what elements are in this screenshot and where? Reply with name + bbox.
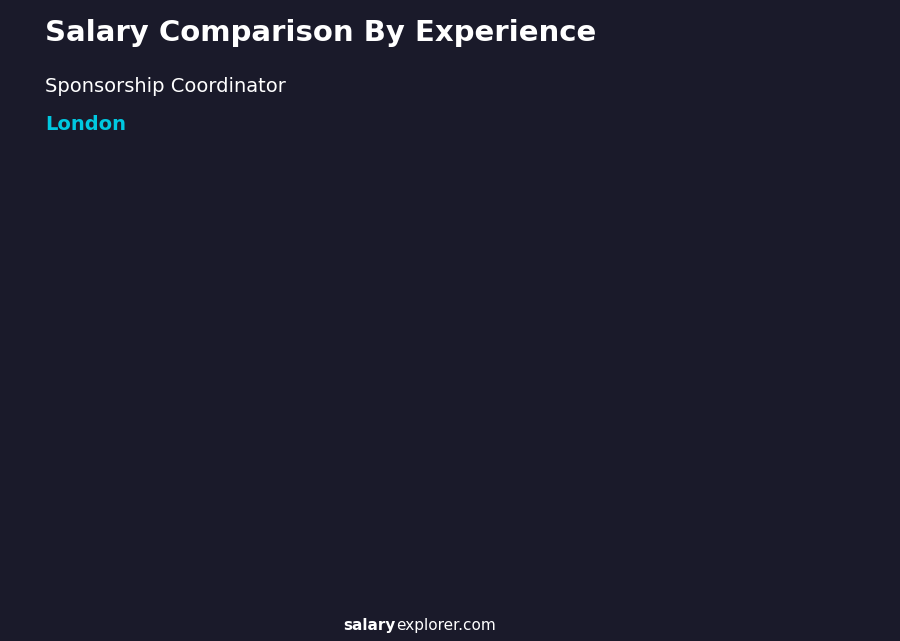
- Polygon shape: [204, 417, 273, 551]
- Text: Average Yearly Salary: Average Yearly Salary: [834, 322, 844, 435]
- Polygon shape: [454, 309, 523, 551]
- Polygon shape: [273, 411, 288, 551]
- Polygon shape: [79, 446, 163, 451]
- Text: +48%: +48%: [264, 310, 318, 329]
- Text: 52,500 GBP: 52,500 GBP: [441, 289, 518, 302]
- Text: Sponsorship Coordinator: Sponsorship Coordinator: [45, 77, 286, 96]
- Polygon shape: [79, 451, 148, 551]
- Text: +9%: +9%: [519, 248, 562, 266]
- Text: explorer.com: explorer.com: [396, 618, 496, 633]
- Polygon shape: [647, 276, 662, 551]
- Polygon shape: [523, 298, 537, 551]
- Text: London: London: [45, 115, 126, 135]
- Text: salary: salary: [344, 618, 396, 633]
- Polygon shape: [454, 298, 537, 309]
- Polygon shape: [711, 22, 850, 109]
- Text: 43,100 GBP: 43,100 GBP: [316, 333, 394, 345]
- Text: +22%: +22%: [389, 276, 443, 294]
- Polygon shape: [329, 344, 412, 353]
- Polygon shape: [772, 253, 788, 551]
- Polygon shape: [579, 287, 647, 551]
- Polygon shape: [398, 344, 412, 551]
- Text: 61,900 GBP: 61,900 GBP: [690, 246, 769, 259]
- Text: 57,200 GBP: 57,200 GBP: [565, 267, 644, 280]
- Polygon shape: [579, 276, 662, 287]
- Polygon shape: [329, 353, 398, 551]
- Polygon shape: [704, 253, 788, 265]
- Polygon shape: [204, 411, 288, 417]
- Text: +34%: +34%: [140, 345, 193, 363]
- Polygon shape: [704, 265, 772, 551]
- Text: 29,100 GBP: 29,100 GBP: [191, 397, 269, 410]
- Text: Salary Comparison By Experience: Salary Comparison By Experience: [45, 19, 596, 47]
- Text: 21,800 GBP: 21,800 GBP: [67, 431, 144, 444]
- Text: +8%: +8%: [644, 221, 687, 238]
- Polygon shape: [148, 446, 163, 551]
